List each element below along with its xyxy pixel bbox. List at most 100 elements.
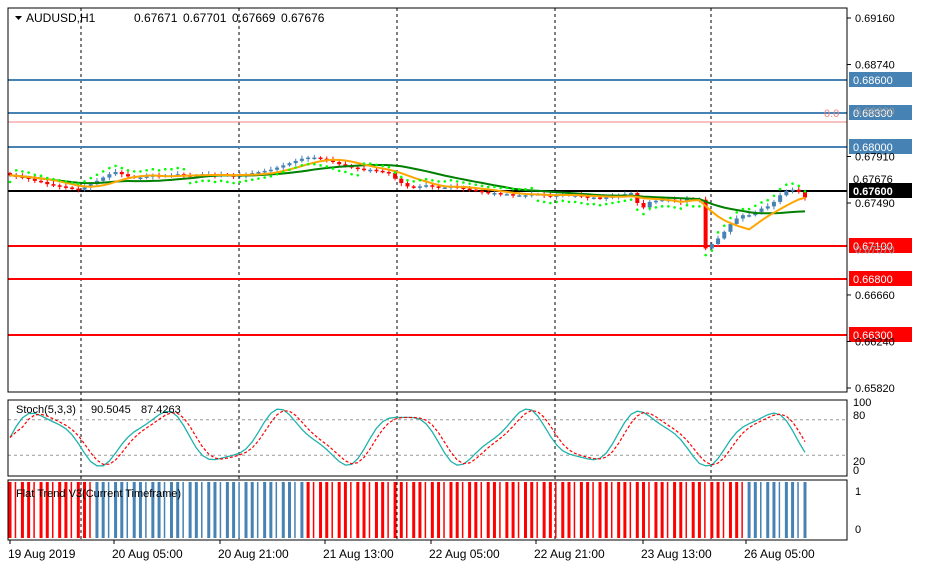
flat-trend-bar	[207, 482, 211, 538]
price-tick-label: 0.68320	[855, 106, 895, 118]
candle-body	[362, 168, 367, 171]
psar-dot	[517, 187, 521, 191]
moving-averages	[9, 158, 806, 231]
flat-trend-bar	[567, 482, 571, 538]
flat-trend-bar	[83, 482, 87, 538]
candle-body	[511, 194, 516, 196]
flat-trend-bar	[412, 482, 416, 538]
psar-dot	[499, 186, 502, 190]
candle-body	[759, 208, 764, 212]
psar-dot	[294, 166, 298, 169]
price-tick-label: 0.66240	[855, 336, 895, 348]
candle-body	[716, 238, 721, 244]
candle-body	[45, 181, 50, 185]
candle-body	[32, 178, 37, 181]
time-axis: 19 Aug 2019 20 Aug 05:00 20 Aug 21:00 21 Au…	[8, 540, 815, 561]
flat-trend-bar	[654, 482, 658, 538]
psar-dot	[754, 204, 757, 208]
psar-dot	[368, 162, 372, 165]
psar-dot	[722, 224, 726, 228]
candle-body	[306, 157, 311, 160]
candle-body	[629, 193, 634, 195]
price-label-text: 0.67100	[853, 241, 893, 253]
flat-trend-bar	[356, 482, 360, 538]
flat-trend-bar	[163, 482, 166, 538]
flat-trend-bar	[269, 482, 273, 538]
flat-trend-bar	[256, 482, 259, 538]
psar-dot	[45, 176, 49, 180]
psar-dot	[785, 183, 788, 187]
psar-dot	[580, 201, 583, 205]
flat-trend-bar	[312, 482, 315, 538]
candle-body	[417, 186, 422, 188]
flat-trend-bar	[430, 482, 434, 538]
panel-frame	[7, 399, 848, 477]
candle-body	[790, 189, 795, 192]
flat-trend-bar	[287, 482, 291, 538]
psar-dot	[691, 205, 695, 208]
flat-trend-bar	[505, 482, 509, 538]
psar-dot	[300, 164, 304, 167]
flat-trend-bar	[343, 482, 347, 538]
candle-body	[498, 193, 503, 195]
flat-trend-bar	[437, 482, 441, 538]
psar-dot	[530, 186, 534, 190]
psar-dot	[27, 171, 30, 174]
candle-body	[312, 157, 317, 160]
stoch-level-label: 0	[853, 465, 859, 477]
flat-trend-bar	[480, 482, 483, 538]
candle-body	[660, 199, 665, 202]
psar-dot	[449, 178, 453, 182]
flat-trend-bar	[381, 482, 385, 538]
psar-dot	[170, 167, 173, 171]
candle-body	[604, 197, 609, 199]
flat-trend-bar	[784, 482, 788, 538]
flat-trend-bar	[281, 482, 285, 538]
dropdown-arrow-icon[interactable]	[15, 16, 22, 20]
flat-trend-bar	[337, 482, 341, 538]
flat-trend-bar	[101, 482, 105, 538]
psar-dot	[803, 190, 807, 193]
psar-dot	[89, 176, 93, 180]
psar-dot	[611, 201, 614, 205]
candle-body	[747, 215, 752, 217]
flat-trend-bar	[579, 482, 583, 538]
flat-trend-bar	[157, 482, 161, 538]
flat-trend-bar	[642, 482, 646, 538]
flat-trend-bar	[70, 482, 73, 538]
psar-dot	[163, 167, 167, 171]
candle-body	[598, 197, 603, 199]
psar-dot	[313, 162, 316, 166]
candle-body	[461, 187, 466, 189]
flat-trend-bar	[766, 482, 770, 538]
candle-body	[647, 201, 652, 208]
candle-body	[523, 195, 528, 197]
flat-trend-bar	[201, 482, 203, 538]
candle-body	[492, 193, 497, 195]
psar-dot	[257, 177, 260, 180]
flat-trend-bar	[275, 482, 278, 538]
candle-body	[653, 200, 658, 203]
candle-body	[126, 174, 131, 177]
flat-trend-bar	[461, 482, 464, 538]
flat-trend-bar	[138, 482, 142, 538]
flat-trend-bar	[95, 482, 99, 538]
candle-body	[585, 196, 590, 198]
flat-trend-bar	[182, 482, 184, 538]
flat-trend-bar	[325, 482, 329, 538]
psar-dot	[64, 180, 68, 183]
price-tick-label: 0.67490	[855, 198, 895, 210]
psar-dot	[319, 164, 322, 167]
flat-trend-bar	[225, 482, 229, 538]
flat-trend-bar	[511, 482, 515, 538]
psar-dot	[642, 212, 645, 216]
psar-dot	[704, 253, 707, 257]
time-label: 20 Aug 21:00	[218, 547, 289, 561]
psar-dot	[201, 179, 204, 183]
psar-dot	[586, 202, 589, 206]
psar-dot	[741, 207, 745, 211]
psar-dot	[151, 167, 155, 171]
psar-dot	[275, 172, 279, 176]
psar-dot	[213, 180, 217, 184]
